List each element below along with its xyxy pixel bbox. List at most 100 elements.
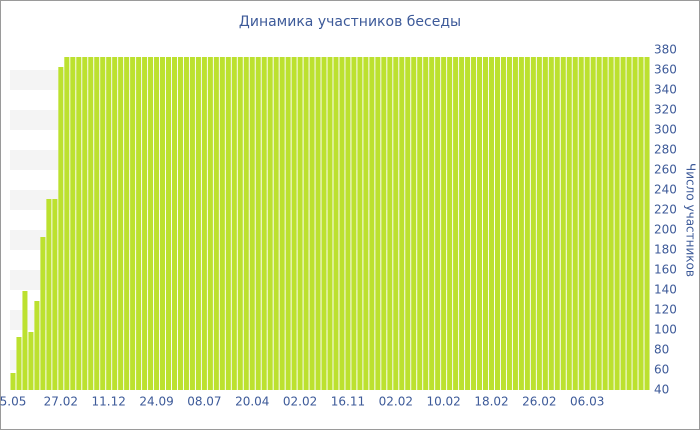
bar <box>195 57 201 390</box>
bar <box>70 57 76 390</box>
y-tick-label: 40 <box>654 383 669 397</box>
x-tick-label: 26.02 <box>522 395 556 409</box>
bar <box>261 57 267 390</box>
x-tick-label: 27.02 <box>44 395 78 409</box>
y-tick-label: 260 <box>654 163 677 177</box>
y-tick-label: 320 <box>654 103 677 117</box>
bar <box>94 57 100 390</box>
bar <box>536 57 542 390</box>
bar <box>584 57 590 390</box>
bar <box>542 57 548 390</box>
bar <box>231 57 237 390</box>
bar <box>118 57 124 390</box>
bar <box>58 67 64 390</box>
bar <box>46 199 52 390</box>
bar <box>213 57 219 390</box>
bar <box>333 57 339 390</box>
bar <box>465 57 471 390</box>
bar <box>10 373 16 390</box>
bar <box>255 57 261 390</box>
x-tick-label: 11.12 <box>92 395 126 409</box>
x-tick-label: 24.09 <box>139 395 173 409</box>
x-tick-label: 02.02 <box>379 395 413 409</box>
y-tick-label: 100 <box>654 323 677 337</box>
bar <box>177 57 183 390</box>
y-tick-label: 240 <box>654 183 677 197</box>
bar <box>136 57 142 390</box>
bar <box>554 57 560 390</box>
y-tick-label: 80 <box>654 343 669 357</box>
bar <box>435 57 441 390</box>
bar <box>632 57 638 390</box>
bar <box>34 301 40 390</box>
y-tick-label: 120 <box>654 303 677 317</box>
bar <box>28 332 34 390</box>
bar <box>381 57 387 390</box>
y-tick-label: 60 <box>654 363 669 377</box>
bar <box>393 57 399 390</box>
y-tick-label: 160 <box>654 263 677 277</box>
bar <box>548 57 554 390</box>
bar <box>644 57 650 390</box>
bar <box>22 291 28 390</box>
bar <box>76 57 82 390</box>
bar <box>441 57 447 390</box>
bar <box>572 57 578 390</box>
bar <box>321 57 327 390</box>
y-tick-label: 300 <box>654 123 677 137</box>
x-tick-label: 5.05 <box>0 395 26 409</box>
bar <box>423 57 429 390</box>
bar <box>243 57 249 390</box>
bar <box>608 57 614 390</box>
y-tick-label: 340 <box>654 83 677 97</box>
bar <box>285 57 291 390</box>
y-tick-label: 180 <box>654 243 677 257</box>
bar <box>100 57 106 390</box>
bar <box>351 57 357 390</box>
bar <box>339 57 345 390</box>
bar <box>459 57 465 390</box>
chart-title: Динамика участников беседы <box>239 14 461 30</box>
bar <box>315 57 321 390</box>
bar <box>453 57 459 390</box>
bar <box>142 57 148 390</box>
bar <box>273 57 279 390</box>
bar <box>237 57 243 390</box>
bar <box>112 57 118 390</box>
bar <box>614 57 620 390</box>
bar <box>471 57 477 390</box>
bar <box>602 57 608 390</box>
bar <box>488 57 495 390</box>
bar <box>183 57 189 390</box>
x-tick-label: 10.02 <box>426 395 460 409</box>
bar <box>369 57 375 390</box>
bar <box>291 57 297 390</box>
bar <box>447 57 453 390</box>
bar <box>154 57 160 390</box>
bar <box>477 57 483 390</box>
bar <box>399 57 405 390</box>
bar <box>560 57 566 390</box>
y-tick-label: 360 <box>654 63 677 77</box>
bar <box>52 199 58 390</box>
bar <box>327 57 333 390</box>
bar <box>429 57 435 390</box>
bar <box>620 57 626 390</box>
bar <box>106 57 112 390</box>
bar <box>524 57 530 390</box>
bar <box>160 57 166 390</box>
bar <box>590 57 596 390</box>
bar <box>506 57 512 390</box>
bar <box>88 57 94 390</box>
bar <box>303 57 309 390</box>
bar <box>171 57 177 390</box>
bar <box>297 57 303 390</box>
x-tick-label: 16.11 <box>331 395 365 409</box>
bar <box>279 57 285 390</box>
bar <box>638 57 644 390</box>
bar <box>219 57 225 390</box>
y-tick-label: 280 <box>654 143 677 157</box>
bar <box>483 57 489 390</box>
bar <box>64 57 70 390</box>
bar <box>130 57 136 390</box>
